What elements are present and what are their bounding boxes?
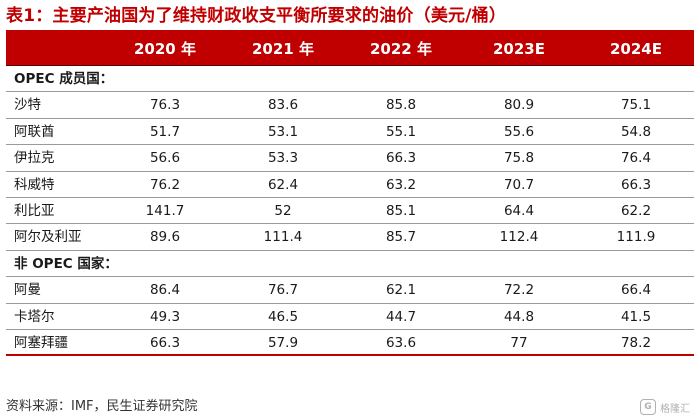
country-cell: 利比亚 bbox=[14, 203, 55, 219]
title-rule bbox=[6, 30, 694, 32]
value-cell: 75.8 bbox=[503, 150, 535, 167]
country-cell: 阿联酋 bbox=[14, 123, 55, 140]
value-cell: 112.4 bbox=[499, 229, 539, 246]
value-cell: 89.6 bbox=[149, 229, 181, 246]
header-cell-2022: 2022 年 bbox=[370, 40, 432, 58]
value-cell: 55.6 bbox=[503, 123, 535, 140]
value-cell: 141.7 bbox=[145, 203, 185, 219]
watermark: G 格隆汇 bbox=[640, 398, 690, 416]
table-row: 伊拉克 56.6 53.3 66.3 75.8 76.4 bbox=[6, 145, 694, 172]
value-cell: 66.3 bbox=[385, 150, 417, 167]
value-cell: 85.8 bbox=[385, 97, 417, 114]
value-cell: 56.6 bbox=[149, 150, 181, 167]
value-cell: 76.3 bbox=[149, 97, 181, 114]
value-cell: 66.4 bbox=[620, 282, 652, 299]
country-cell: 阿尔及利亚 bbox=[14, 229, 82, 246]
value-cell: 63.6 bbox=[385, 335, 417, 351]
table-row: 阿联酋 51.7 53.1 55.1 55.6 54.8 bbox=[6, 119, 694, 146]
value-cell: 53.1 bbox=[267, 123, 299, 140]
value-cell: 66.3 bbox=[620, 176, 652, 193]
country-cell: 伊拉克 bbox=[14, 150, 55, 167]
value-cell: 44.8 bbox=[503, 308, 535, 325]
value-cell: 54.8 bbox=[620, 123, 652, 140]
table-row: 阿曼 86.4 76.7 62.1 72.2 66.4 bbox=[6, 277, 694, 304]
table-row: 利比亚 141.7 52 85.1 64.4 62.2 bbox=[6, 198, 694, 225]
value-cell: 80.9 bbox=[503, 97, 535, 114]
value-cell: 76.4 bbox=[620, 150, 652, 167]
section-label: 非 OPEC 国家： bbox=[14, 255, 118, 272]
country-cell: 沙特 bbox=[14, 97, 41, 114]
value-cell: 57.9 bbox=[267, 335, 299, 351]
value-cell: 46.5 bbox=[267, 308, 299, 325]
header-cell-2024e: 2024E bbox=[610, 40, 662, 58]
table-row: 科威特 76.2 62.4 63.2 70.7 66.3 bbox=[6, 172, 694, 198]
value-cell: 51.7 bbox=[149, 123, 181, 140]
value-cell: 85.1 bbox=[385, 203, 417, 219]
value-cell: 62.1 bbox=[385, 282, 417, 299]
value-cell: 55.1 bbox=[385, 123, 417, 140]
value-cell: 76.7 bbox=[267, 282, 299, 299]
table-row: 沙特 76.3 83.6 85.8 80.9 75.1 bbox=[6, 92, 694, 119]
header-cell-2021: 2021 年 bbox=[252, 40, 314, 58]
table-row: 阿塞拜疆 66.3 57.9 63.6 77 78.2 bbox=[6, 330, 694, 357]
value-cell: 62.2 bbox=[620, 203, 652, 219]
value-cell: 86.4 bbox=[149, 282, 181, 299]
table-title: 表1：主要产油国为了维持财政收支平衡所要求的油价（美元/桶） bbox=[6, 6, 507, 26]
value-cell: 85.7 bbox=[385, 229, 417, 246]
table-row: 卡塔尔 49.3 46.5 44.7 44.8 41.5 bbox=[6, 304, 694, 330]
header-cell-blank bbox=[6, 32, 106, 65]
table-row: 阿尔及利亚 89.6 111.4 85.7 112.4 111.9 bbox=[6, 224, 694, 251]
value-cell: 111.4 bbox=[263, 229, 303, 246]
value-cell: 49.3 bbox=[149, 308, 181, 325]
value-cell: 76.2 bbox=[149, 176, 181, 193]
value-cell: 53.3 bbox=[267, 150, 299, 167]
value-cell: 70.7 bbox=[503, 176, 535, 193]
country-cell: 阿曼 bbox=[14, 282, 41, 299]
value-cell: 63.2 bbox=[385, 176, 417, 193]
value-cell: 62.4 bbox=[267, 176, 299, 193]
value-cell: 52 bbox=[274, 203, 292, 219]
header-cell-2020: 2020 年 bbox=[134, 40, 196, 58]
value-cell: 111.9 bbox=[616, 229, 656, 246]
value-cell: 77 bbox=[510, 335, 528, 351]
watermark-logo-icon: G bbox=[640, 399, 656, 415]
section-row-opec: OPEC 成员国： bbox=[6, 66, 694, 93]
value-cell: 83.6 bbox=[267, 97, 299, 114]
value-cell: 78.2 bbox=[620, 335, 652, 351]
source-note: 资料来源：IMF，民生证券研究院 bbox=[6, 399, 198, 414]
section-label: OPEC 成员国： bbox=[14, 71, 114, 87]
value-cell: 64.4 bbox=[503, 203, 535, 219]
country-cell: 卡塔尔 bbox=[14, 308, 55, 325]
header-cell-2023e: 2023E bbox=[493, 40, 545, 58]
table-header-row: 2020 年 2021 年 2022 年 2023E 2024E bbox=[6, 32, 694, 66]
value-cell: 44.7 bbox=[385, 308, 417, 325]
watermark-text: 格隆汇 bbox=[660, 403, 690, 415]
country-cell: 科威特 bbox=[14, 176, 55, 193]
value-cell: 66.3 bbox=[149, 335, 181, 351]
country-cell: 阿塞拜疆 bbox=[14, 335, 68, 351]
value-cell: 75.1 bbox=[620, 97, 652, 114]
value-cell: 41.5 bbox=[620, 308, 652, 325]
value-cell: 72.2 bbox=[503, 282, 535, 299]
section-row-non-opec: 非 OPEC 国家： bbox=[6, 251, 694, 278]
